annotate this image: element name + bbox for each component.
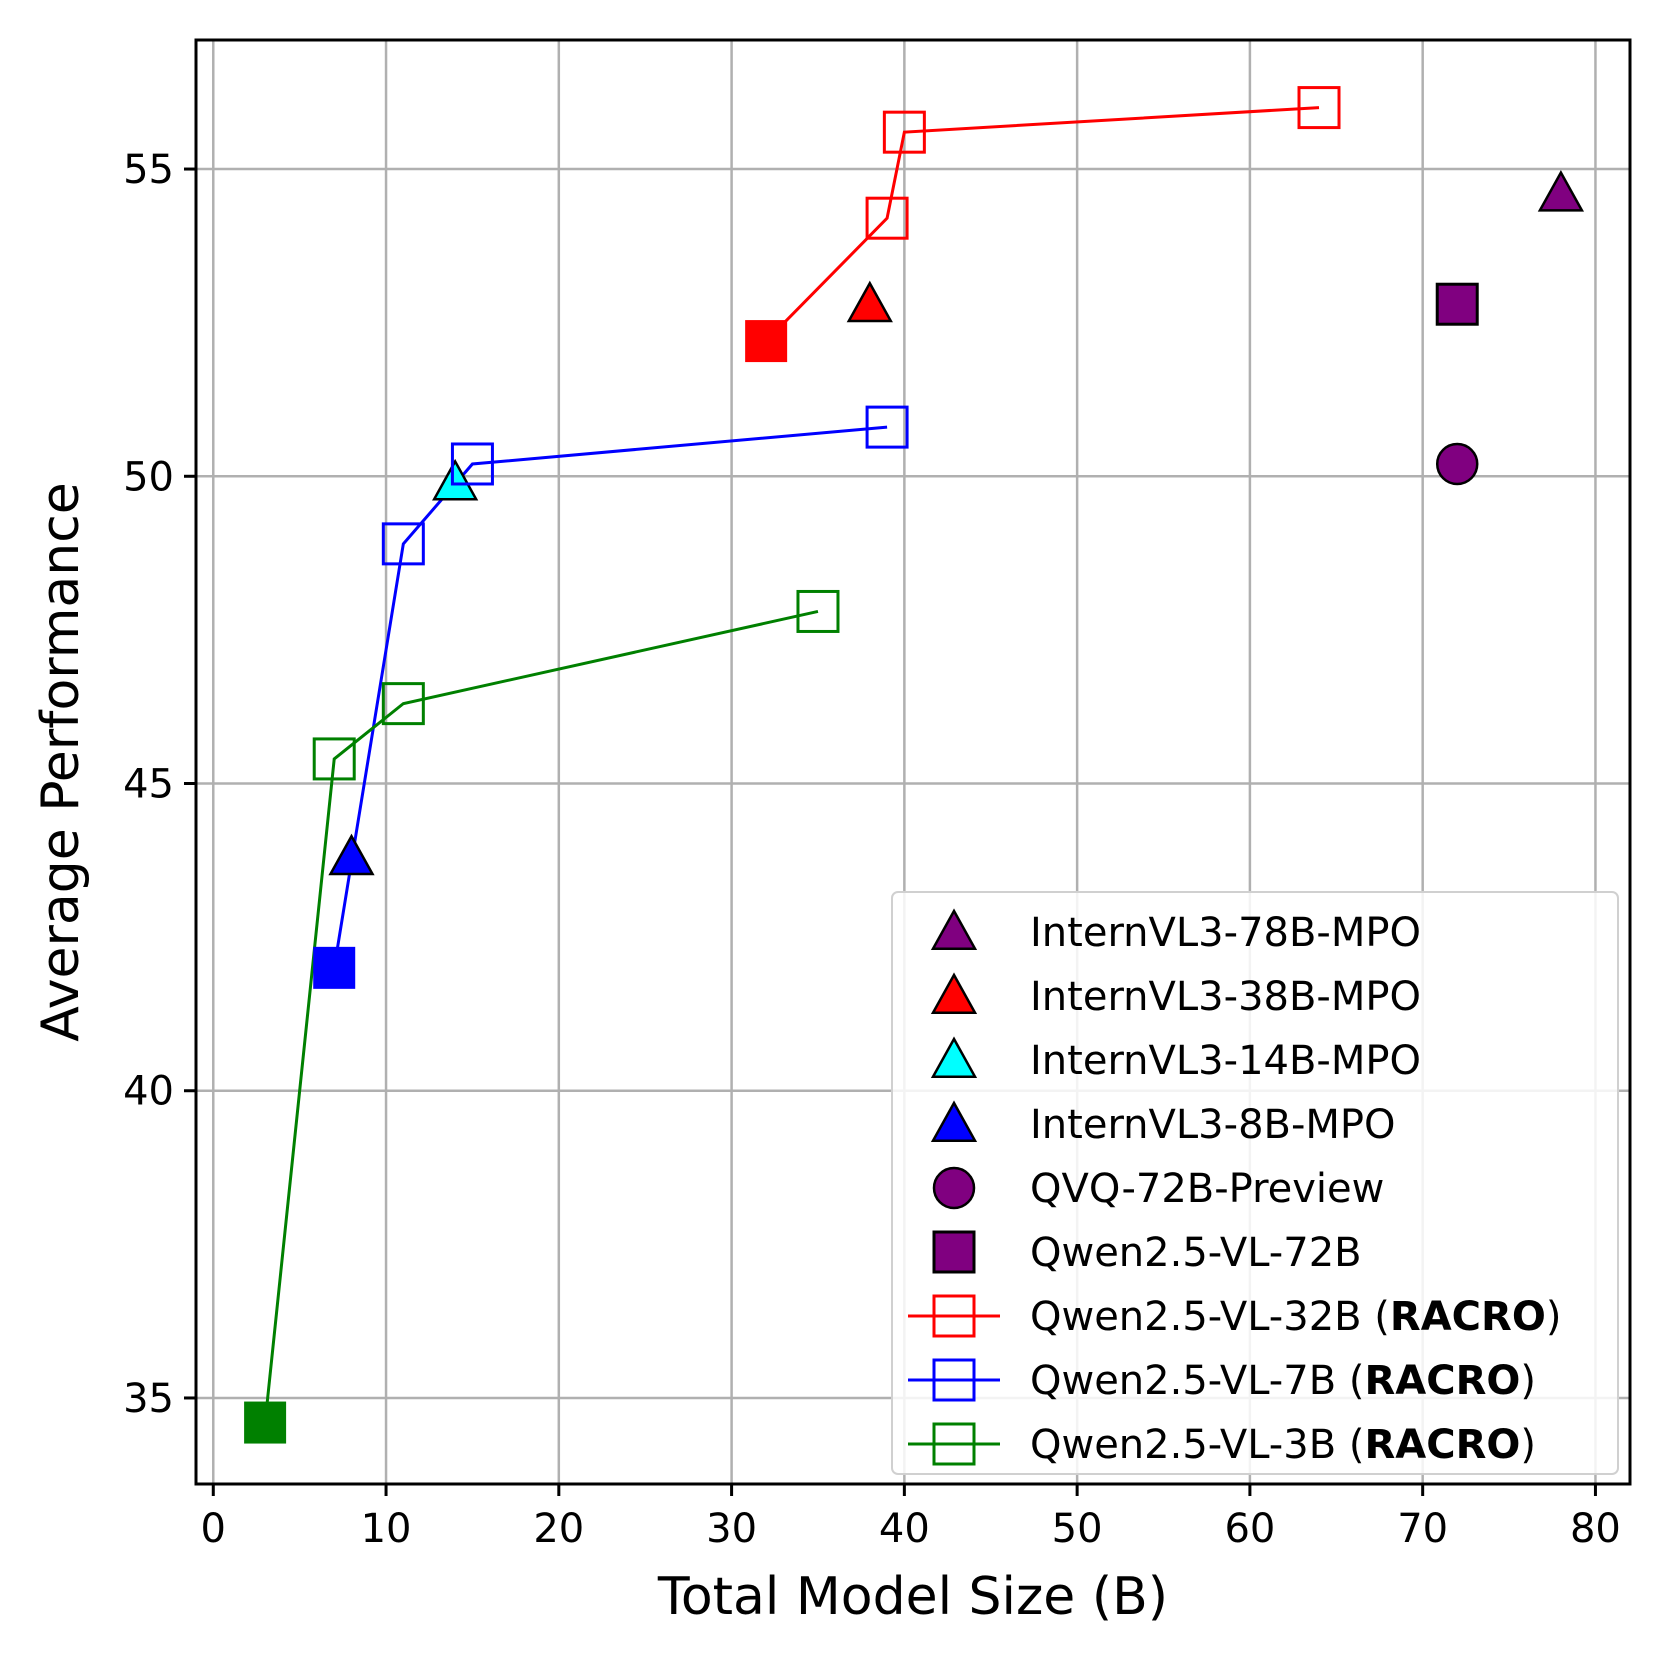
data-point xyxy=(882,110,926,154)
y-tick-label: 45 xyxy=(123,762,174,808)
legend-marker xyxy=(930,1036,978,1079)
x-tick-label: 60 xyxy=(1224,1506,1275,1552)
x-tick-label: 50 xyxy=(1052,1506,1103,1552)
legend-marker xyxy=(930,972,978,1015)
legend-label: InternVL3-78B-MPO xyxy=(1030,910,1421,956)
series-line xyxy=(332,425,888,969)
legend-label: Qwen2.5-VL-32B (RACRO) xyxy=(1030,1294,1561,1340)
data-point xyxy=(865,405,909,449)
legend-marker xyxy=(932,1422,976,1466)
x-tick-label: 80 xyxy=(1570,1506,1621,1552)
base-model-point xyxy=(313,946,356,989)
legend-label: Qwen2.5-VL-7B (RACRO) xyxy=(1030,1358,1536,1404)
legend-marker xyxy=(932,1294,976,1338)
x-tick-label: 70 xyxy=(1397,1506,1448,1552)
data-point xyxy=(328,833,375,876)
legend-marker xyxy=(932,1358,976,1402)
axis-ticks: 0 10 20 30 40 50 60 70 80 35 40 45 50 55 xyxy=(123,147,1621,1552)
base-model-point xyxy=(244,1401,287,1444)
legend-label: QVQ-72B-Preview xyxy=(1030,1166,1384,1212)
y-tick-label: 40 xyxy=(123,1069,174,1115)
data-point xyxy=(865,196,909,240)
data-point xyxy=(381,682,425,726)
y-tick-label: 50 xyxy=(123,454,174,500)
legend-box xyxy=(891,891,1619,1475)
data-point xyxy=(432,458,479,501)
x-tick-label: 20 xyxy=(533,1506,584,1552)
legend-label: InternVL3-8B-MPO xyxy=(1030,1102,1396,1148)
data-point xyxy=(1435,282,1479,326)
data-point xyxy=(846,280,893,323)
x-tick-label: 30 xyxy=(706,1506,757,1552)
data-point xyxy=(312,737,356,781)
data-point xyxy=(450,442,494,486)
base-model-point xyxy=(745,320,788,363)
series-markers xyxy=(244,86,1585,1444)
data-point xyxy=(796,589,840,633)
legend-label: InternVL3-38B-MPO xyxy=(1030,974,1421,1020)
series-line xyxy=(263,609,819,1423)
data-point xyxy=(1435,442,1479,486)
data-point xyxy=(381,522,425,566)
y-axis-label: Average Performance xyxy=(31,482,91,1042)
y-tick-label: 55 xyxy=(123,147,174,193)
legend-label: Qwen2.5-VL-3B (RACRO) xyxy=(1030,1422,1536,1468)
series-line xyxy=(765,106,1320,343)
data-point xyxy=(1537,170,1585,212)
series-lines xyxy=(263,106,1320,1423)
x-tick-label: 10 xyxy=(361,1506,412,1552)
x-axis-label: Total Model Size (B) xyxy=(657,1567,1168,1627)
legend: InternVL3-78B-MPO InternVL3-38B-MPO Intern… xyxy=(891,891,1619,1475)
plot-frame xyxy=(194,38,1632,1486)
legend-marker xyxy=(930,1100,978,1143)
data-point xyxy=(1297,86,1341,130)
legend-marker xyxy=(932,1166,976,1210)
legend-marker xyxy=(932,1230,976,1274)
legend-label: Qwen2.5-VL-72B xyxy=(1030,1230,1362,1276)
x-tick-label: 40 xyxy=(879,1506,930,1552)
y-tick-label: 35 xyxy=(123,1376,174,1422)
legend-marker xyxy=(930,908,978,951)
legend-label: InternVL3-14B-MPO xyxy=(1030,1038,1421,1084)
x-tick-label: 0 xyxy=(201,1506,226,1552)
